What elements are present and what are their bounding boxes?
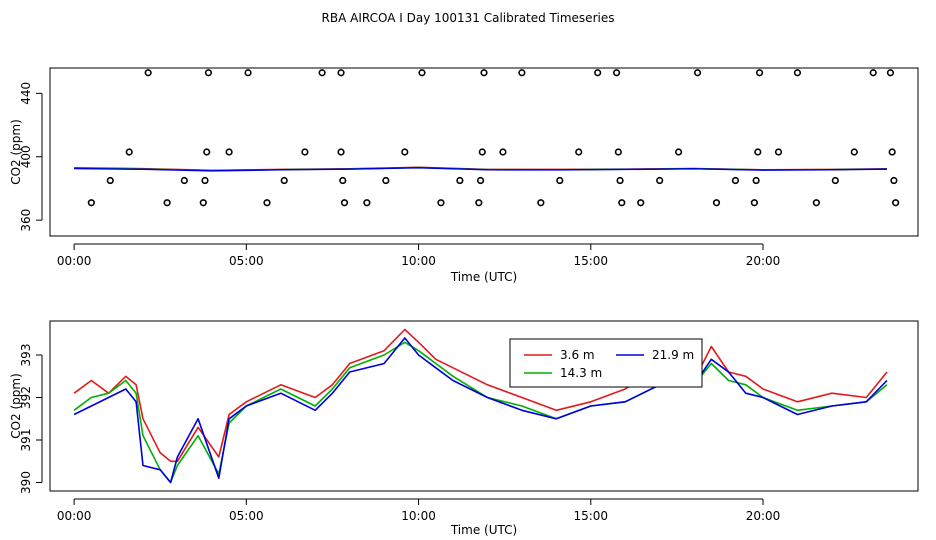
y-axis-label: CO2 (ppm): [9, 373, 23, 439]
figure-title: RBA AIRCOA I Day 100131 Calibrated Times…: [322, 11, 615, 25]
data-point: [87, 199, 95, 207]
data-point: [812, 199, 820, 207]
legend: 3.6 m 14.3 m 21.9 m: [509, 338, 703, 388]
data-point: [613, 69, 621, 77]
data-point: [752, 176, 760, 185]
series-line: [74, 167, 888, 172]
data-point: [106, 176, 114, 185]
x-tick-label: 00:00: [57, 509, 92, 523]
data-point: [225, 148, 233, 156]
data-point: [892, 199, 900, 207]
data-point: [301, 148, 309, 156]
data-point: [339, 176, 347, 185]
data-point: [616, 176, 624, 185]
data-point: [478, 148, 486, 156]
data-point: [656, 176, 664, 185]
data-point: [693, 69, 702, 77]
data-point: [831, 176, 839, 185]
x-tick-label: 20:00: [746, 509, 781, 523]
data-point: [263, 199, 271, 207]
data-point: [337, 69, 345, 77]
bottom-panel-timeseries: 00:00 05:00 10:00 15:00 20:00 Time (UTC) 390 39…: [9, 320, 919, 537]
data-point: [618, 199, 626, 207]
data-point: [594, 69, 602, 77]
data-point: [793, 69, 802, 77]
y-tick-label: 391: [19, 429, 33, 452]
legend-label: 21.9 m: [652, 348, 694, 362]
plot-frame: [49, 67, 919, 237]
legend-box: [509, 338, 703, 388]
data-point: [382, 176, 390, 185]
data-point: [869, 69, 877, 77]
y-tick-label: 360: [19, 209, 33, 232]
data-point: [755, 69, 764, 77]
series-line: [73, 341, 888, 484]
data-point: [280, 176, 288, 185]
x-tick-label: 05:00: [229, 254, 264, 268]
series-line: [73, 328, 888, 463]
x-tick-label: 15:00: [573, 509, 608, 523]
data-point: [750, 199, 758, 207]
data-point: [201, 176, 209, 185]
data-point: [476, 176, 485, 185]
data-point: [575, 148, 583, 156]
data-point: [418, 69, 426, 77]
series-line: [73, 337, 888, 484]
data-point: [774, 148, 783, 156]
y-tick-label: 392: [19, 386, 33, 409]
legend-label: 14.3 m: [560, 366, 602, 380]
x-tick-label: 10:00: [401, 509, 436, 523]
data-point: [556, 176, 564, 185]
data-point: [614, 148, 622, 156]
top-panel-scatter: 00:00 05:00 10:00 15:00 20:00 Time (UTC) 360 40…: [9, 67, 919, 284]
x-axis-label: Time (UTC): [450, 523, 517, 537]
data-point: [712, 199, 721, 207]
x-axis-label: Time (UTC): [450, 270, 517, 284]
data-point: [144, 69, 152, 77]
data-point: [890, 176, 898, 185]
data-point: [401, 148, 409, 156]
data-point: [363, 199, 371, 207]
data-point: [180, 176, 188, 185]
data-point: [199, 199, 207, 207]
x-tick-label: 00:00: [57, 254, 92, 268]
x-tick-label: 20:00: [746, 254, 781, 268]
y-tick-label: 440: [19, 82, 33, 105]
data-point: [637, 199, 645, 207]
data-point: [675, 148, 683, 156]
legend-label: 3.6 m: [560, 348, 595, 362]
data-point: [204, 69, 213, 77]
y-tick-label: 400: [19, 145, 33, 168]
data-point: [754, 148, 762, 156]
data-point: [480, 69, 488, 77]
data-point: [886, 69, 895, 77]
data-point: [456, 176, 464, 185]
data-point: [518, 69, 526, 77]
data-point: [537, 199, 545, 207]
x-tick-label: 10:00: [401, 254, 436, 268]
plot-frame: [49, 320, 919, 492]
x-tick-label: 05:00: [229, 509, 264, 523]
data-point: [203, 148, 211, 156]
data-point: [318, 69, 326, 77]
y-tick-label: 390: [19, 471, 33, 494]
data-point: [475, 199, 483, 207]
data-point: [437, 199, 445, 207]
y-axis-label: CO2 (ppm): [9, 119, 23, 185]
x-tick-label: 15:00: [573, 254, 608, 268]
data-point: [850, 148, 858, 156]
data-point: [888, 148, 896, 156]
data-point: [499, 148, 507, 156]
data-point: [340, 199, 349, 207]
data-point: [337, 148, 345, 156]
y-tick-label: 393: [19, 344, 33, 367]
data-point: [244, 69, 252, 77]
data-point: [125, 148, 133, 156]
data-point: [731, 176, 740, 185]
data-point: [163, 199, 171, 207]
